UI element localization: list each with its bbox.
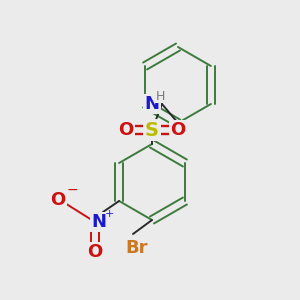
Text: N: N bbox=[145, 95, 160, 113]
Text: Br: Br bbox=[126, 239, 148, 257]
Text: O: O bbox=[170, 121, 186, 139]
Text: N: N bbox=[92, 213, 106, 231]
Text: O: O bbox=[50, 191, 66, 209]
Text: O: O bbox=[87, 243, 103, 261]
Text: H: H bbox=[155, 89, 165, 103]
Text: O: O bbox=[118, 121, 134, 139]
Text: +: + bbox=[104, 209, 114, 219]
Text: −: − bbox=[66, 183, 78, 197]
Text: S: S bbox=[145, 121, 159, 140]
